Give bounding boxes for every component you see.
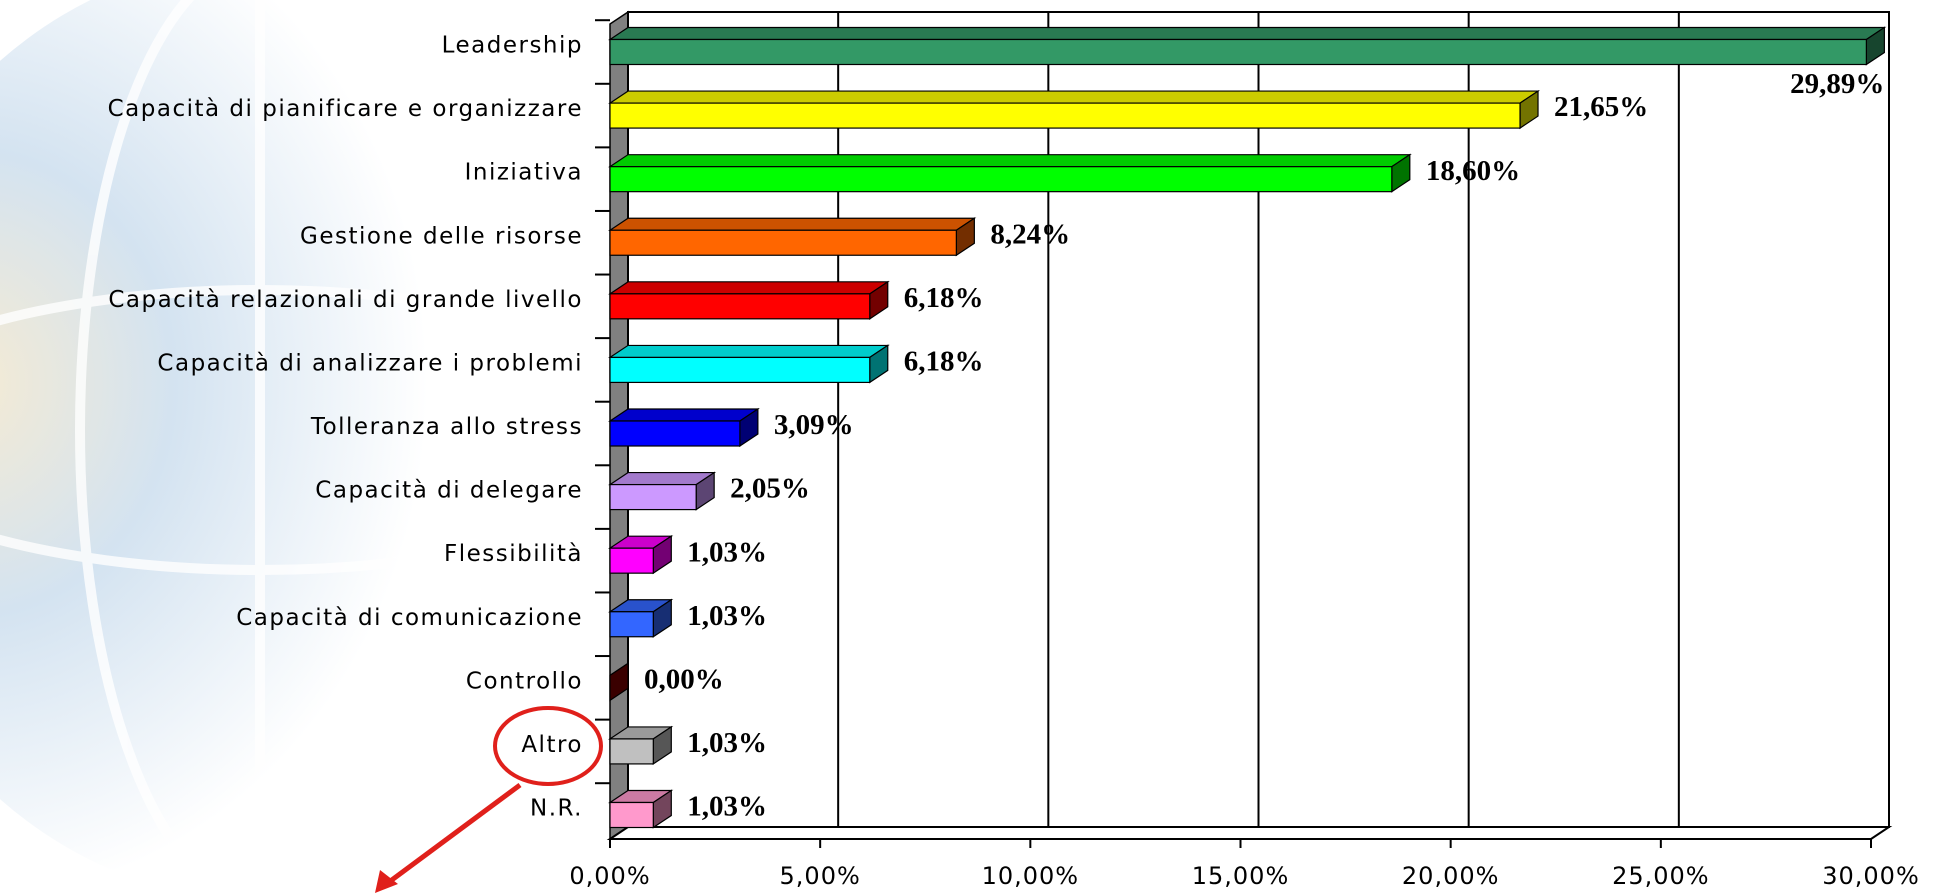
bar [609,293,871,320]
x-tick-label: 0,00% [569,862,650,890]
y-tick-label: Capacità di analizzare i problemi [157,350,583,376]
highlight-circle [493,706,603,786]
value-label: 0,00% [644,663,724,695]
bar [609,38,1867,66]
value-label: 29,89% [1790,68,1884,100]
bar [609,483,697,511]
bar [609,738,654,765]
y-tick-label: N.R. [530,796,583,822]
y-tick-label: Controllo [466,668,583,694]
value-label: 3,09% [774,409,854,441]
x-tick-label: 10,00% [982,862,1080,890]
y-tick-label: Capacità di delegare [315,478,583,504]
x-tick-label: 15,00% [1192,862,1290,890]
bar-top [608,26,1887,41]
value-label: 1,03% [687,536,767,568]
bar-top [608,154,1412,168]
globe-decoration [0,0,680,893]
y-tick-label: Capacità di pianificare e organizzare [108,96,583,122]
value-label: 1,03% [687,791,767,823]
x-tick-label: 25,00% [1612,862,1710,890]
value-label: 18,60% [1426,155,1520,187]
value-label: 1,03% [687,727,767,759]
value-label: 8,24% [990,218,1070,250]
y-tick-label: Capacità relazionali di grande livello [108,287,583,313]
bar-top [608,408,760,422]
y-tick-label: Iniziativa [465,160,583,186]
y-tick-label: Tolleranza allo stress [310,414,583,440]
bar [609,102,1521,129]
value-label: 6,18% [904,346,984,378]
x-tick-label: 30,00% [1822,862,1920,890]
bar [609,611,654,638]
bar-top [608,90,1541,104]
y-tick-label: Gestione delle risorse [300,223,583,249]
y-tick-label: Leadership [442,33,583,59]
value-label: 21,65% [1554,91,1648,123]
x-tick-label: 20,00% [1402,862,1500,890]
bar [609,547,654,574]
bar-top [608,217,977,231]
value-label: 2,05% [730,473,810,505]
bar-top [608,344,890,359]
y-tick-label: Flessibilità [444,541,583,567]
value-label: 1,03% [687,600,767,632]
bar-top [608,281,890,295]
plot: 0,00% 5,00% 10,00% 15,00% 20,00% 25,00% 30,00%… [108,10,1920,890]
bar-side [609,662,629,702]
highlight-arrow [383,782,522,888]
y-tick-label: Capacità di comunicazione [236,605,583,631]
value-label: 6,18% [904,282,984,314]
arrow-head [375,870,398,893]
x-tick-label: 5,00% [780,862,861,890]
bar [609,356,871,384]
bar [609,801,654,829]
bar [609,420,741,447]
floor [606,826,1893,840]
y-tick-label: Altro [521,732,583,758]
bar [609,229,957,256]
bar [609,166,1393,193]
